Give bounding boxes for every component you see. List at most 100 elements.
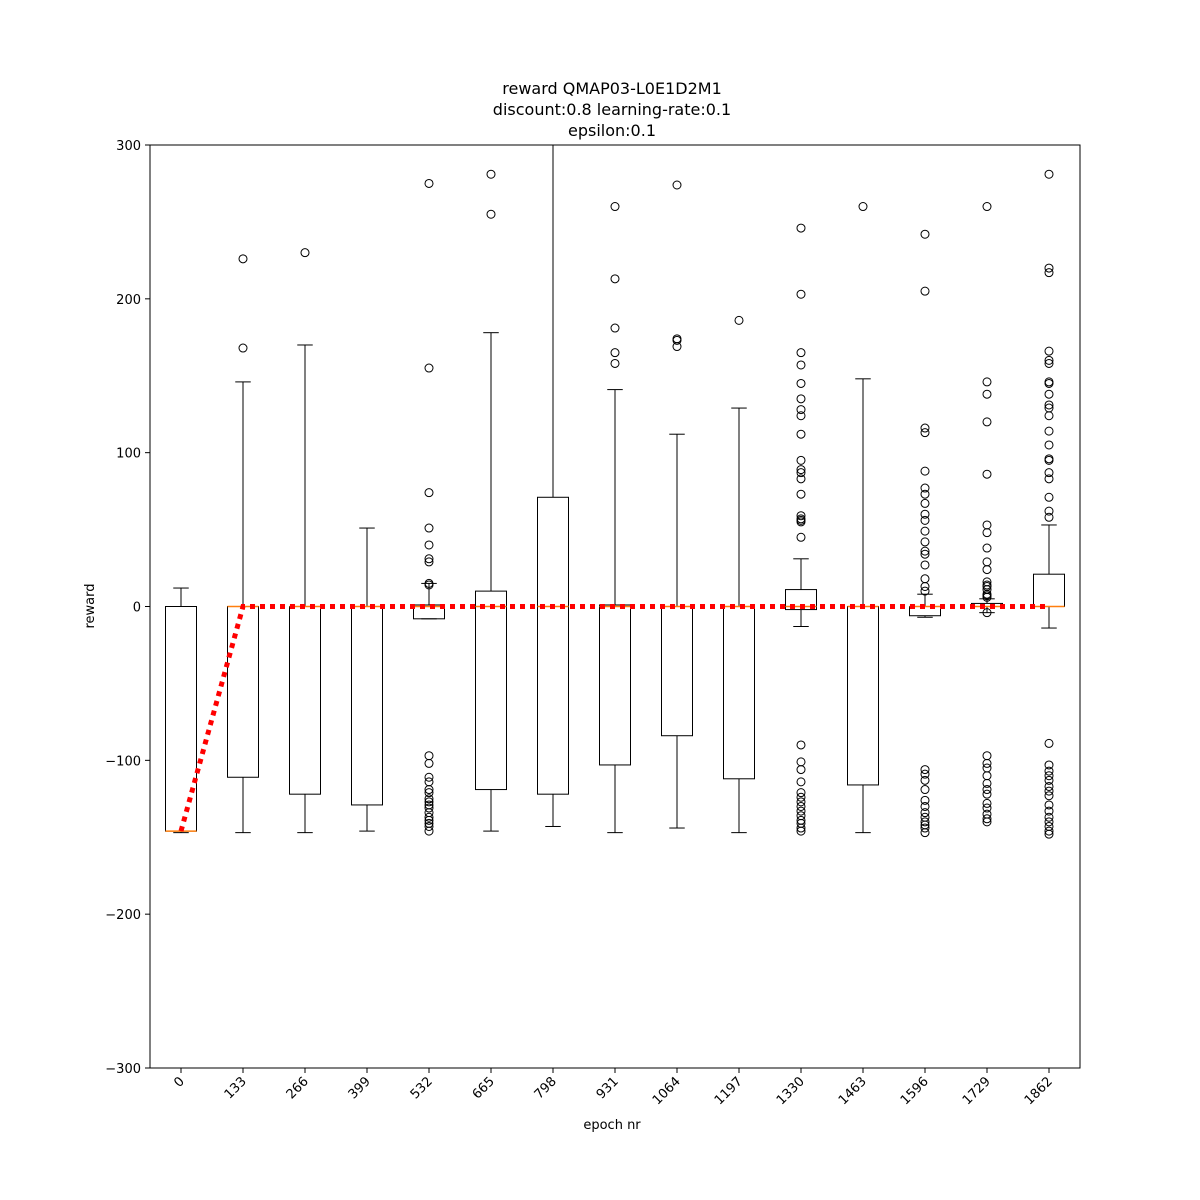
outlier-point [982, 417, 992, 427]
outlier-point [1044, 512, 1054, 522]
outlier-point [424, 826, 434, 836]
outlier-point [920, 765, 930, 775]
x-tick-label: 133 [222, 1074, 250, 1102]
outlier-point [1044, 766, 1054, 776]
outlier-point [1044, 760, 1054, 770]
outlier-point [1044, 738, 1054, 748]
outlier-point [920, 812, 930, 822]
outlier-point [424, 554, 434, 564]
outlier-point [424, 808, 434, 818]
outlier-point [1044, 826, 1054, 836]
outlier-point [1044, 812, 1054, 822]
outlier-point [982, 814, 992, 824]
outlier-point [982, 817, 992, 827]
outlier-point [796, 468, 806, 478]
box-body [537, 496, 569, 795]
outlier-point [424, 363, 434, 373]
x-tick-label: 1862 [1022, 1074, 1056, 1108]
x-tick-label: 1064 [650, 1074, 684, 1108]
outlier-point [486, 209, 496, 219]
outlier-point [796, 511, 806, 521]
outlier-point [1044, 468, 1054, 478]
x-tick-label: 1330 [774, 1074, 808, 1108]
outlier-point [1044, 474, 1054, 484]
outlier-point [982, 758, 992, 768]
x-tick-label: 1197 [712, 1074, 746, 1108]
chart-title: reward QMAP03-L0E1D2M1 discount:0.8 lear… [493, 79, 731, 140]
outlier-point [424, 523, 434, 533]
outlier-point [610, 323, 620, 333]
outlier-point [920, 560, 930, 570]
x-tick-label: 1729 [960, 1074, 994, 1108]
box-body [165, 606, 197, 832]
outlier-point [796, 223, 806, 233]
outlier-point [1044, 817, 1054, 827]
outlier-point [796, 757, 806, 767]
outlier-point [920, 795, 930, 805]
y-tick-label: −200 [105, 908, 141, 923]
outlier-point [1044, 346, 1054, 356]
outlier-point [796, 792, 806, 802]
outlier-point [610, 358, 620, 368]
outlier-point [1044, 358, 1054, 368]
outlier-point [796, 765, 806, 775]
outlier-point [982, 469, 992, 479]
outlier-point [920, 817, 930, 827]
outlier-point [920, 483, 930, 493]
outlier-point [424, 772, 434, 782]
outlier-point [424, 797, 434, 807]
title-line-1: reward QMAP03-L0E1D2M1 [502, 79, 722, 98]
outlier-point [796, 474, 806, 484]
outlier-point [920, 229, 930, 239]
outlier-point [796, 788, 806, 798]
outlier-point [920, 498, 930, 508]
outlier-point [920, 785, 930, 795]
outlier-point [796, 489, 806, 499]
outlier-point [920, 546, 930, 556]
outlier-point [982, 565, 992, 575]
outlier-point [424, 540, 434, 550]
x-tick-label: 532 [408, 1074, 436, 1102]
outlier-point [982, 557, 992, 567]
outlier-point [858, 202, 868, 212]
y-tick-label: −300 [105, 1062, 141, 1077]
outlier-point [424, 788, 434, 798]
outlier-point [920, 466, 930, 476]
outlier-point [920, 775, 930, 785]
outlier-point [982, 592, 992, 602]
outlier-point [796, 797, 806, 807]
mean-line [178, 604, 1049, 832]
outlier-point [920, 537, 930, 547]
outlier-point [920, 808, 930, 818]
outlier-point [1044, 355, 1054, 365]
outlier-point [1044, 821, 1054, 831]
outlier-point [1044, 775, 1054, 785]
outlier-point [238, 343, 248, 353]
outlier-point [1044, 492, 1054, 502]
outlier-point [672, 180, 682, 190]
outlier-point [1044, 263, 1054, 273]
x-axis-label: epoch nr [583, 1118, 641, 1133]
outlier-point [486, 169, 496, 179]
outlier-point [610, 202, 620, 212]
title-line-3: epsilon:0.1 [568, 121, 656, 140]
outlier-point [982, 389, 992, 399]
outlier-point [920, 515, 930, 525]
y-tick-label: −100 [105, 754, 141, 769]
outlier-point [982, 789, 992, 799]
outlier-point [1044, 800, 1054, 810]
outlier-point [796, 532, 806, 542]
outlier-point [424, 812, 434, 822]
outlier-point [1044, 791, 1054, 801]
outlier-point [982, 785, 992, 795]
outlier-point [424, 580, 434, 590]
outlier-point [982, 202, 992, 212]
x-tick-label: 266 [284, 1074, 312, 1102]
outlier-point [920, 423, 930, 433]
outlier-point [1044, 389, 1054, 399]
outlier-point [1044, 426, 1054, 436]
outlier-point [1044, 400, 1054, 410]
outlier-point [982, 377, 992, 387]
outlier-point [300, 248, 310, 258]
outlier-point [1044, 455, 1054, 465]
